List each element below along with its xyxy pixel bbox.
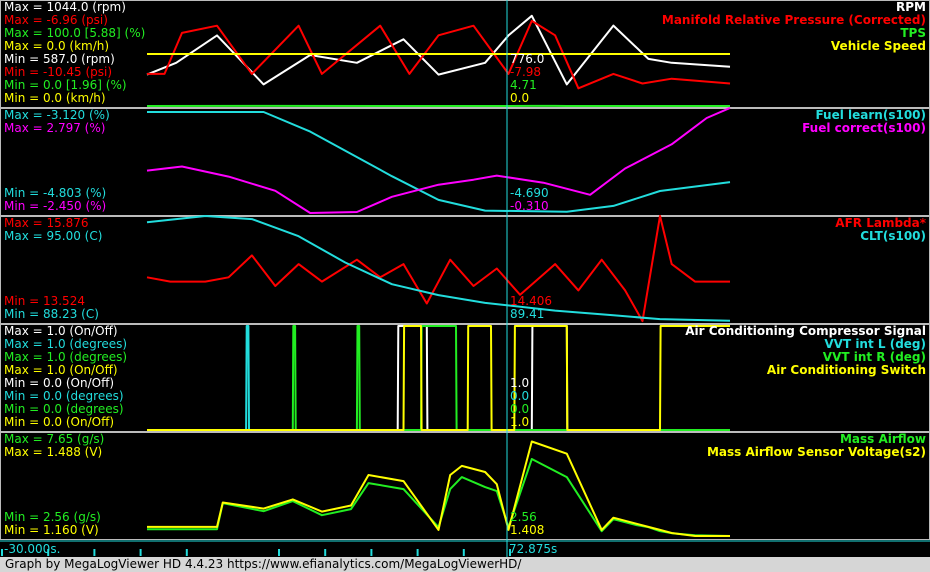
max-label-mass-airflow-sensor-voltage-s2: Max = 1.488 (V) — [4, 445, 103, 459]
series-name-vehicle-speed: Vehicle Speed — [830, 39, 926, 53]
max-label-vvt-int-l-deg: Max = 1.0 (degrees) — [4, 337, 128, 351]
series-line-air-conditioning-compressor-signal — [147, 325, 730, 431]
series-line-mass-airflow-sensor-voltage-s2 — [147, 440, 730, 537]
max-label-afr-lambda: Max = 15.876 — [4, 216, 89, 230]
max-label-clt-s100: Max = 95.00 (C) — [4, 229, 103, 243]
cursor-value-rpm: 776.0 — [510, 52, 545, 66]
min-label-clt-s100: Min = 88.23 (C) — [4, 307, 99, 321]
cursor-value-vvt-int-l-deg: 0.0 — [510, 389, 530, 403]
cursor-value-air-conditioning-compressor-signal: 1.0 — [510, 376, 530, 390]
series-name-clt-s100: CLT(s100) — [860, 229, 926, 243]
max-label-fuel-learn-s100: Max = -3.120 (%) — [4, 108, 110, 122]
series-name-vvt-int-l-deg: VVT int L (deg) — [824, 337, 926, 351]
series-line-clt-s100 — [146, 215, 731, 322]
min-label-mass-airflow-sensor-voltage-s2: Min = 1.160 (V) — [4, 523, 99, 537]
panel-border-2 — [0, 108, 930, 216]
min-label-afr-lambda: Min = 13.524 — [4, 294, 85, 308]
cursor-value-mass-airflow: 2.56 — [510, 510, 537, 524]
panel-border-3 — [0, 216, 930, 324]
series-name-tps: TPS — [900, 26, 926, 40]
max-label-tps: Max = 100.0 [5.88] (%) — [4, 26, 146, 40]
max-label-fuel-correct-s100: Max = 2.797 (%) — [4, 121, 106, 135]
cursor-value-air-conditioning-switch: 1.0 — [510, 415, 530, 429]
cursor-value-fuel-correct-s100: -0.310 — [510, 199, 549, 213]
series-line-fuel-learn-s100 — [147, 111, 731, 213]
min-label-rpm: Min = 587.0 (rpm) — [4, 52, 115, 66]
series-name-mass-airflow-sensor-voltage-s2: Mass Airflow Sensor Voltage(s2) — [706, 445, 926, 459]
cursor-value-fuel-learn-s100: -4.690 — [510, 186, 549, 200]
footer-credit: Graph by MegaLogViewer HD 4.4.23 https:/… — [0, 557, 930, 572]
series-name-rpm: RPM — [896, 0, 926, 14]
min-label-fuel-correct-s100: Min = -2.450 (%) — [4, 199, 107, 213]
min-label-vvt-int-r-deg: Min = 0.0 (degrees) — [4, 402, 124, 416]
series-name-afr-lambda: AFR Lambda* — [835, 216, 926, 230]
cursor-value-vehicle-speed: 0.0 — [510, 91, 530, 105]
cursor-value-manifold-relative-pressure-corrected: -7.98 — [510, 65, 542, 79]
cursor-value-afr-lambda: 14.406 — [510, 294, 552, 308]
series-name-fuel-correct-s100: Fuel correct(s100) — [802, 121, 926, 135]
series-name-vvt-int-r-deg: VVT int R (deg) — [822, 350, 926, 364]
panel-border-4 — [0, 324, 930, 432]
series-line-afr-lambda — [146, 214, 730, 323]
time-axis-start-label: -30.000s. — [4, 542, 61, 556]
min-label-vvt-int-l-deg: Min = 0.0 (degrees) — [4, 389, 124, 403]
min-label-vehicle-speed: Min = 0.0 (km/h) — [4, 91, 106, 105]
chart-area[interactable] — [0, 0, 930, 557]
min-label-tps: Min = 0.0 [1.96] (%) — [4, 78, 127, 92]
min-label-fuel-learn-s100: Min = -4.803 (%) — [4, 186, 107, 200]
max-label-mass-airflow: Max = 7.65 (g/s) — [4, 432, 105, 446]
cursor-value-mass-airflow-sensor-voltage-s2: 1.408 — [510, 523, 545, 537]
series-line-air-conditioning-switch — [147, 325, 730, 431]
series-name-air-conditioning-compressor-signal: Air Conditioning Compressor Signal — [685, 324, 926, 338]
cursor-value-vvt-int-r-deg: 0.0 — [510, 402, 530, 416]
max-label-vvt-int-r-deg: Max = 1.0 (degrees) — [4, 350, 128, 364]
min-label-air-conditioning-compressor-signal: Min = 0.0 (On/Off) — [4, 376, 115, 390]
min-label-air-conditioning-switch: Min = 0.0 (On/Off) — [4, 415, 115, 429]
time-axis-cursor-label: 72.875s — [509, 542, 558, 556]
max-label-air-conditioning-compressor-signal: Max = 1.0 (On/Off) — [4, 324, 118, 338]
series-line-rpm — [146, 14, 731, 86]
cursor-value-clt-s100: 89.41 — [510, 307, 545, 321]
series-line-manifold-relative-pressure-corrected — [147, 19, 731, 90]
max-label-manifold-relative-pressure-corrected: Max = -6.96 (psi) — [4, 13, 108, 27]
max-label-rpm: Max = 1044.0 (rpm) — [4, 0, 126, 14]
series-line-vvt-int-r-deg — [147, 325, 730, 431]
series-line-fuel-correct-s100 — [146, 106, 731, 214]
series-name-mass-airflow: Mass Airflow — [839, 432, 926, 446]
series-name-manifold-relative-pressure-corrected: Manifold Relative Pressure (Corrected) — [661, 13, 926, 27]
min-label-manifold-relative-pressure-corrected: Min = -10.45 (psi) — [4, 65, 113, 79]
cursor-value-tps: 4.71 — [510, 78, 537, 92]
series-name-air-conditioning-switch: Air Conditioning Switch — [766, 363, 926, 377]
series-name-fuel-learn-s100: Fuel learn(s100) — [815, 108, 926, 122]
series-line-vvt-int-l-deg — [147, 325, 730, 431]
max-label-vehicle-speed: Max = 0.0 (km/h) — [4, 39, 110, 53]
min-label-mass-airflow: Min = 2.56 (g/s) — [4, 510, 101, 524]
max-label-air-conditioning-switch: Max = 1.0 (On/Off) — [4, 363, 118, 377]
